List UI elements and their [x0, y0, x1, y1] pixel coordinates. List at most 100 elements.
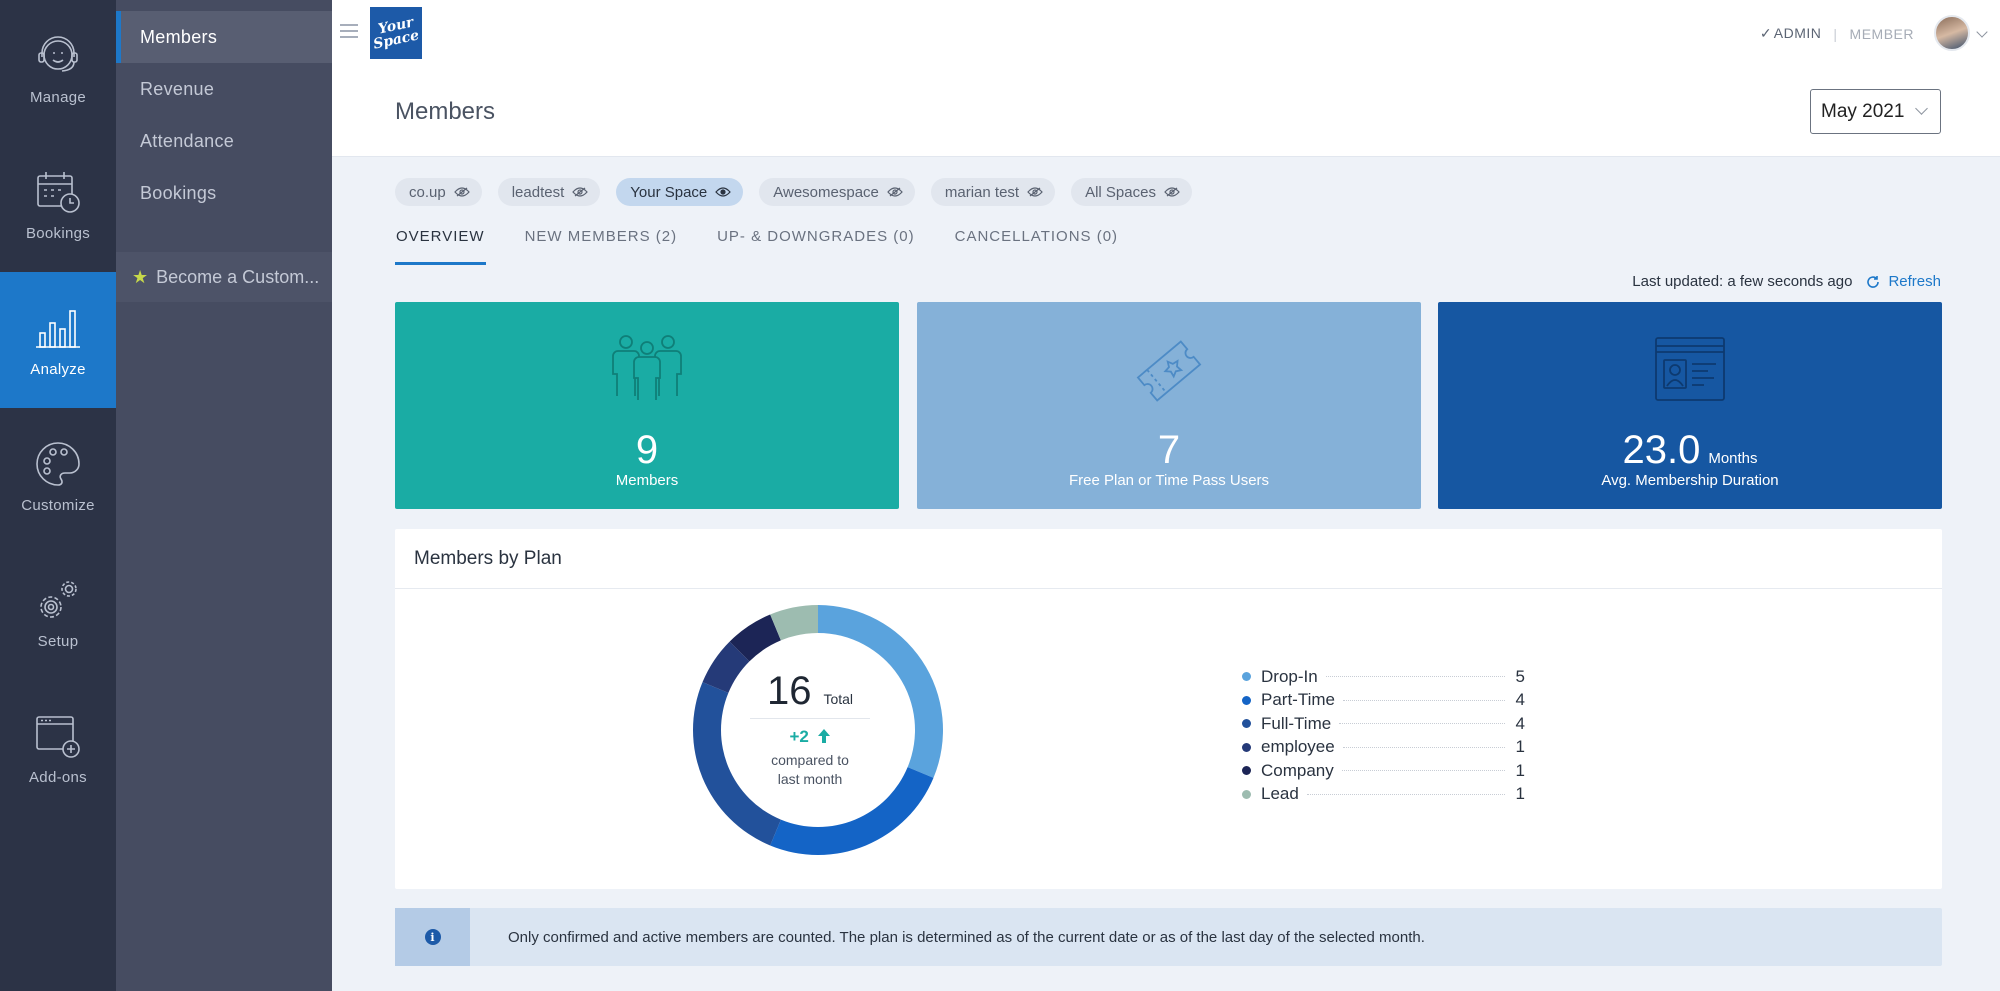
donut-change: +2: [750, 727, 870, 747]
space-chip-label: marian test: [944, 183, 1020, 201]
legend-leader: [1342, 736, 1505, 748]
id-card-icon: [1655, 337, 1725, 401]
subnav-item-members[interactable]: Members: [116, 11, 332, 63]
duration-value: 23.0: [1622, 428, 1701, 472]
legend-value: 1: [1515, 737, 1525, 757]
space-chip-label: Awesomespace: [773, 183, 879, 201]
donut-total-label: Total: [823, 691, 854, 707]
legend-dot: [1242, 672, 1251, 682]
last-updated: Last updated: a few seconds ago Refresh: [1632, 273, 1941, 290]
tab-overview[interactable]: OVERVIEW: [395, 222, 486, 265]
subnav-item-bookings[interactable]: Bookings: [140, 182, 217, 203]
last-updated-text: Last updated: a few seconds ago: [1632, 273, 1853, 290]
space-chip[interactable]: co.up: [395, 178, 482, 206]
space-chip[interactable]: marian test: [930, 178, 1056, 206]
support-agent-icon: [38, 35, 78, 72]
members-by-plan-donut: [693, 605, 943, 855]
space-chip-label: co.up: [409, 183, 446, 201]
month-select-value: May 2021: [1821, 100, 1905, 122]
donut-slice-full-time[interactable]: [693, 682, 781, 846]
eye-off-icon: [453, 187, 470, 197]
palette-icon: [36, 441, 80, 486]
space-filter: co.up leadtest Your Space Awesomespace m…: [395, 178, 1208, 206]
duration-unit: Months: [1708, 450, 1758, 467]
donut-slice-employee[interactable]: [702, 641, 750, 693]
analyze-subnav: Members Revenue Attendance Bookings ★ Be…: [116, 0, 332, 991]
chevron-down-icon: [1915, 102, 1928, 115]
subnav-item-revenue[interactable]: Revenue: [140, 78, 215, 99]
space-chip-active[interactable]: Your Space: [616, 178, 744, 206]
members-by-plan-title: Members by Plan: [395, 529, 1942, 589]
tab-cancellations[interactable]: CANCELLATIONS (0): [954, 228, 1119, 245]
legend-label: Drop-In: [1261, 666, 1318, 686]
rail-item-bookings[interactable]: Bookings: [0, 136, 116, 272]
legend-leader: [1306, 783, 1505, 795]
eye-off-icon: [1164, 187, 1180, 197]
rail-item-customize[interactable]: Customize: [0, 408, 116, 544]
legend-dot: [1242, 719, 1251, 729]
space-chip[interactable]: Awesomespace: [759, 178, 915, 206]
tab-up-downgrades[interactable]: UP- & DOWNGRADES (0): [717, 228, 915, 245]
menu-icon[interactable]: [340, 24, 358, 38]
free-plan-count: 7: [1157, 428, 1181, 472]
legend-leader: [1343, 689, 1505, 701]
info-bar: i Only confirmed and active members are …: [395, 908, 1942, 966]
rail-item-add-ons[interactable]: Add-ons: [0, 680, 116, 816]
donut-slice-drop-in[interactable]: [818, 605, 943, 778]
chevron-down-icon[interactable]: [1976, 26, 1988, 38]
refresh-button[interactable]: Refresh: [1866, 273, 1941, 290]
info-icon: i: [424, 929, 441, 945]
members-label: Members: [615, 472, 679, 489]
rail-label: Analyze: [30, 360, 86, 378]
role-switch: ✓ ADMIN | MEMBER: [1760, 25, 1914, 42]
space-chip-label: Your Space: [630, 183, 708, 201]
page-header: Members May 2021: [332, 66, 2000, 157]
donut-slice-part-time[interactable]: [770, 767, 934, 855]
legend-leader: [1341, 759, 1505, 771]
legend-dot: [1242, 789, 1251, 799]
members-by-plan-panel: Members by Plan 16 Total +2 compared to …: [395, 529, 1942, 889]
refresh-icon: [1867, 275, 1880, 288]
eye-icon: [715, 187, 732, 197]
legend-value: 5: [1515, 666, 1525, 686]
eye-off-icon: [887, 187, 903, 197]
rail-item-manage[interactable]: Manage: [0, 0, 116, 136]
avatar[interactable]: [1934, 15, 1970, 51]
space-chip[interactable]: leadtest: [497, 178, 601, 206]
space-chip-label: All Spaces: [1085, 183, 1156, 201]
star-icon: ★: [132, 266, 149, 287]
free-plan-stat-card: 7 Free Plan or Time Pass Users: [917, 302, 1421, 509]
rail-label: Add-ons: [29, 768, 87, 786]
month-select[interactable]: May 2021: [1810, 89, 1941, 134]
donut-total: 16 Total: [750, 669, 870, 719]
donut-slice-company[interactable]: [729, 614, 781, 662]
legend-item: Full-Time 4: [1242, 712, 1525, 736]
legend-value: 4: [1515, 713, 1525, 733]
legend-value: 1: [1515, 784, 1525, 804]
donut-slice-lead[interactable]: [770, 605, 818, 641]
legend-label: Lead: [1261, 784, 1299, 804]
donut-change-note: compared to last month: [750, 751, 870, 789]
rail-item-analyze[interactable]: Analyze: [0, 272, 116, 408]
tab-new-members[interactable]: NEW MEMBERS (2): [524, 228, 678, 245]
role-admin-option[interactable]: ✓ ADMIN: [1759, 25, 1822, 41]
eye-off-icon: [1027, 187, 1043, 197]
page-title: Members: [395, 98, 496, 125]
plan-legend: Drop-In 5 Part-Time 4 Full-Time 4 employee 1 Com…: [1242, 665, 1525, 806]
role-member-option[interactable]: MEMBER: [1849, 25, 1914, 42]
become-customer-link[interactable]: ★ Become a Custom...: [116, 252, 332, 302]
legend-label: Company: [1261, 760, 1334, 780]
donut-change-value: +2: [789, 727, 809, 746]
space-chip[interactable]: All Spaces: [1071, 178, 1192, 206]
duration-value-row: 23.0 Months: [1438, 428, 1942, 473]
subnav-item-attendance[interactable]: Attendance: [140, 130, 235, 151]
rail-item-setup[interactable]: Setup: [0, 544, 116, 680]
space-chip-label: leadtest: [511, 183, 565, 201]
legend-item: Company 1: [1242, 759, 1525, 783]
donut-total-number: 16: [766, 669, 812, 713]
info-icon-box: i: [395, 908, 470, 966]
logo[interactable]: Your Space: [370, 7, 422, 59]
role-admin-label: ADMIN: [1773, 25, 1822, 41]
rail-label: Manage: [29, 88, 86, 106]
calendar-clock-icon: [37, 171, 80, 213]
